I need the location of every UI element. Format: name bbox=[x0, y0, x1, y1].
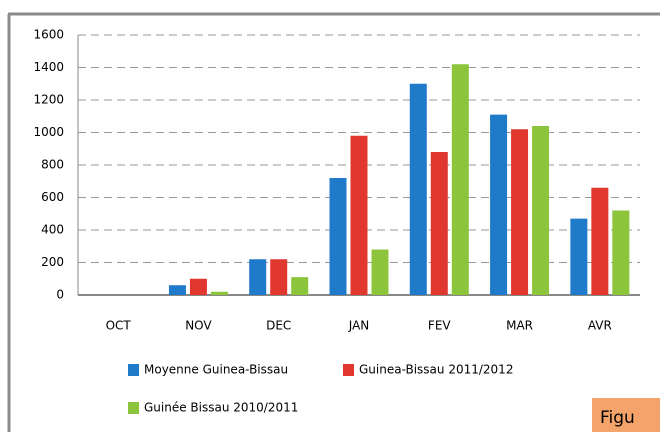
bar bbox=[430, 152, 448, 295]
y-tick-label: 0 bbox=[56, 288, 64, 302]
legend-swatch bbox=[343, 364, 354, 376]
y-tick-label: 600 bbox=[41, 190, 64, 204]
legend-label: Moyenne Guinea-Bissau bbox=[144, 363, 288, 377]
bar bbox=[451, 64, 469, 295]
x-tick-label: NOV bbox=[185, 319, 212, 333]
legend-swatch bbox=[128, 402, 139, 414]
y-tick-label: 200 bbox=[41, 255, 64, 269]
bar bbox=[490, 114, 508, 295]
y-tick-label: 400 bbox=[41, 223, 64, 237]
legend-swatch bbox=[128, 364, 139, 376]
x-tick-label: MAR bbox=[506, 319, 533, 333]
bar bbox=[249, 259, 267, 295]
bar bbox=[591, 187, 609, 295]
y-tick-label: 1000 bbox=[33, 125, 64, 139]
bar bbox=[168, 285, 186, 295]
bar bbox=[511, 129, 529, 295]
bar bbox=[329, 178, 347, 295]
bar bbox=[210, 291, 228, 295]
bar bbox=[409, 83, 427, 295]
bar bbox=[371, 249, 389, 295]
bar bbox=[291, 277, 309, 295]
y-tick-label: 1400 bbox=[33, 60, 64, 74]
y-tick-label: 1200 bbox=[33, 93, 64, 107]
bar bbox=[532, 126, 550, 295]
legend-label: Guinea-Bissau 2011/2012 bbox=[359, 363, 513, 377]
y-tick-label: 800 bbox=[41, 158, 64, 172]
x-tick-label: OCT bbox=[106, 319, 132, 333]
x-tick-label: FEV bbox=[428, 319, 451, 333]
bar bbox=[570, 218, 588, 295]
legend-label: Guinée Bissau 2010/2011 bbox=[144, 401, 298, 415]
caption-box bbox=[592, 398, 660, 432]
bar bbox=[189, 278, 207, 295]
bar bbox=[350, 135, 368, 295]
y-tick-label: 1600 bbox=[33, 28, 64, 42]
x-tick-label: JAN bbox=[348, 319, 370, 333]
caption: Figu bbox=[600, 408, 635, 428]
x-tick-label: AVR bbox=[588, 319, 612, 333]
bar bbox=[612, 210, 630, 295]
x-tick-label: DEC bbox=[266, 319, 291, 333]
bar bbox=[270, 259, 288, 295]
